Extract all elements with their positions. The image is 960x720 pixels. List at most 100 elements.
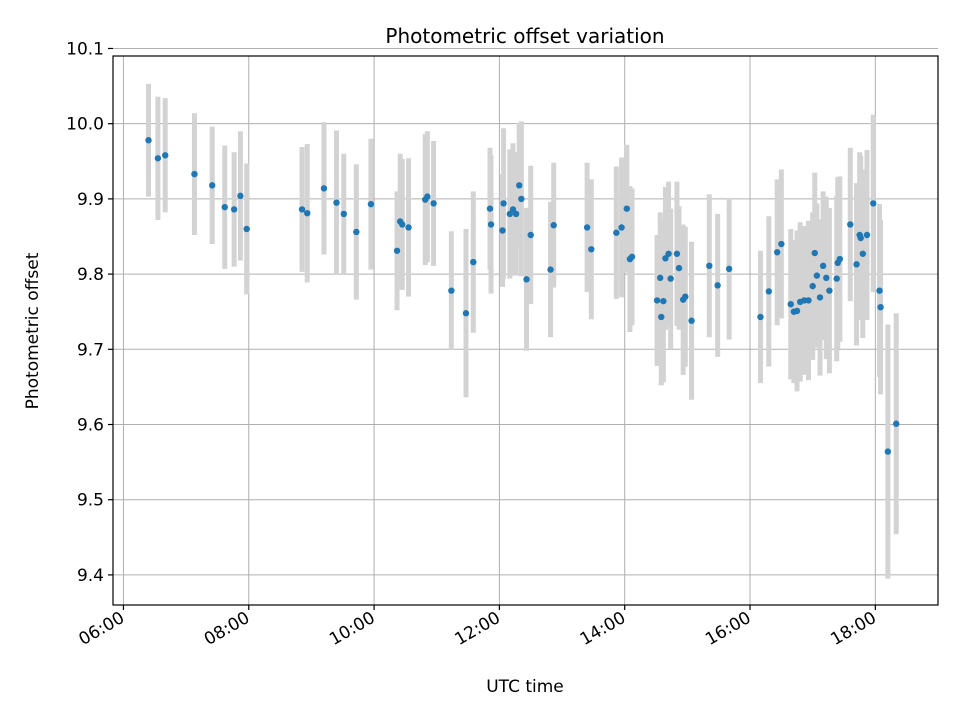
data-point xyxy=(424,193,431,200)
data-point xyxy=(499,227,506,234)
data-point xyxy=(765,288,773,295)
data-point xyxy=(399,221,406,228)
data-point xyxy=(547,266,554,273)
data-point xyxy=(877,303,884,311)
data-point xyxy=(853,261,860,268)
data-point xyxy=(191,170,198,178)
y-tick-label: 9.9 xyxy=(77,190,104,210)
data-point xyxy=(714,282,721,289)
data-point xyxy=(836,255,844,263)
data-point xyxy=(367,200,375,208)
grid-lines xyxy=(113,47,938,605)
data-point xyxy=(665,250,672,257)
data-point xyxy=(793,307,801,315)
data-point xyxy=(221,203,228,211)
data-point xyxy=(518,195,525,203)
data-point xyxy=(876,287,883,294)
data-point xyxy=(809,282,816,290)
data-point xyxy=(662,255,669,262)
plot-frame xyxy=(112,55,939,606)
data-point xyxy=(618,224,625,231)
data-point xyxy=(675,264,683,272)
data-point xyxy=(509,206,517,213)
data-point xyxy=(816,294,824,301)
data-point xyxy=(811,249,818,257)
data-point xyxy=(725,265,733,273)
data-point xyxy=(682,293,689,300)
data-point xyxy=(805,297,812,304)
y-axis-label: Photometric offset xyxy=(23,252,43,409)
data-point xyxy=(863,231,871,239)
data-points xyxy=(145,137,900,455)
data-point xyxy=(787,300,794,308)
data-point xyxy=(583,224,591,231)
data-point xyxy=(833,275,840,282)
data-point xyxy=(658,313,665,321)
data-point xyxy=(500,200,507,207)
data-point xyxy=(613,229,620,236)
data-point xyxy=(550,222,557,229)
y-tick-label: 9.4 xyxy=(77,566,104,586)
data-point xyxy=(773,249,781,256)
data-point xyxy=(162,152,169,159)
data-point xyxy=(778,240,785,248)
data-point xyxy=(823,274,830,282)
data-point xyxy=(857,234,864,242)
data-point xyxy=(333,199,340,206)
data-point xyxy=(393,247,401,254)
x-axis-label: UTC time xyxy=(486,677,564,697)
data-point xyxy=(523,276,530,283)
y-tick-label: 9.7 xyxy=(77,340,104,360)
data-point xyxy=(527,231,534,239)
data-point xyxy=(448,287,455,294)
data-point xyxy=(243,225,250,233)
data-point xyxy=(320,185,328,192)
data-point xyxy=(826,287,833,294)
data-point xyxy=(516,182,523,189)
data-point xyxy=(706,262,713,270)
data-point xyxy=(657,274,664,282)
data-point xyxy=(819,262,827,270)
data-point xyxy=(893,420,900,427)
data-point xyxy=(145,137,152,144)
y-tick-label: 10.1 xyxy=(66,39,104,59)
data-point xyxy=(628,253,636,260)
data-point xyxy=(430,200,437,207)
y-tick-label: 9.5 xyxy=(77,491,104,511)
y-axis-ticks: 9.4 9.5 9.6 9.7 9.8 9.9 10.0 10.1 xyxy=(66,39,113,586)
data-point xyxy=(209,182,216,189)
data-point xyxy=(588,246,595,253)
data-point xyxy=(757,313,764,321)
data-point xyxy=(462,310,470,317)
data-point xyxy=(847,221,854,228)
data-point xyxy=(884,448,892,455)
data-point xyxy=(154,155,162,162)
data-point xyxy=(870,200,877,207)
data-point xyxy=(298,206,306,213)
data-point xyxy=(813,272,821,279)
data-point xyxy=(623,205,630,212)
chart-title: Photometric offset variation xyxy=(385,24,664,48)
y-tick-label: 9.6 xyxy=(77,416,104,436)
y-tick-label: 10.0 xyxy=(66,115,104,135)
data-point xyxy=(230,206,238,213)
data-point xyxy=(859,250,867,257)
data-point xyxy=(660,297,667,305)
data-point xyxy=(237,192,244,200)
data-point xyxy=(405,224,412,231)
y-tick-label: 9.8 xyxy=(77,265,104,285)
data-point xyxy=(304,209,311,217)
data-point xyxy=(506,210,514,218)
data-point xyxy=(353,228,360,236)
data-point xyxy=(470,258,477,266)
data-point xyxy=(512,210,520,218)
data-point xyxy=(487,221,495,228)
data-point xyxy=(667,275,674,282)
data-point xyxy=(486,205,494,212)
data-point xyxy=(688,317,695,324)
data-point xyxy=(653,297,661,304)
data-point xyxy=(673,250,681,257)
data-point xyxy=(340,210,347,218)
